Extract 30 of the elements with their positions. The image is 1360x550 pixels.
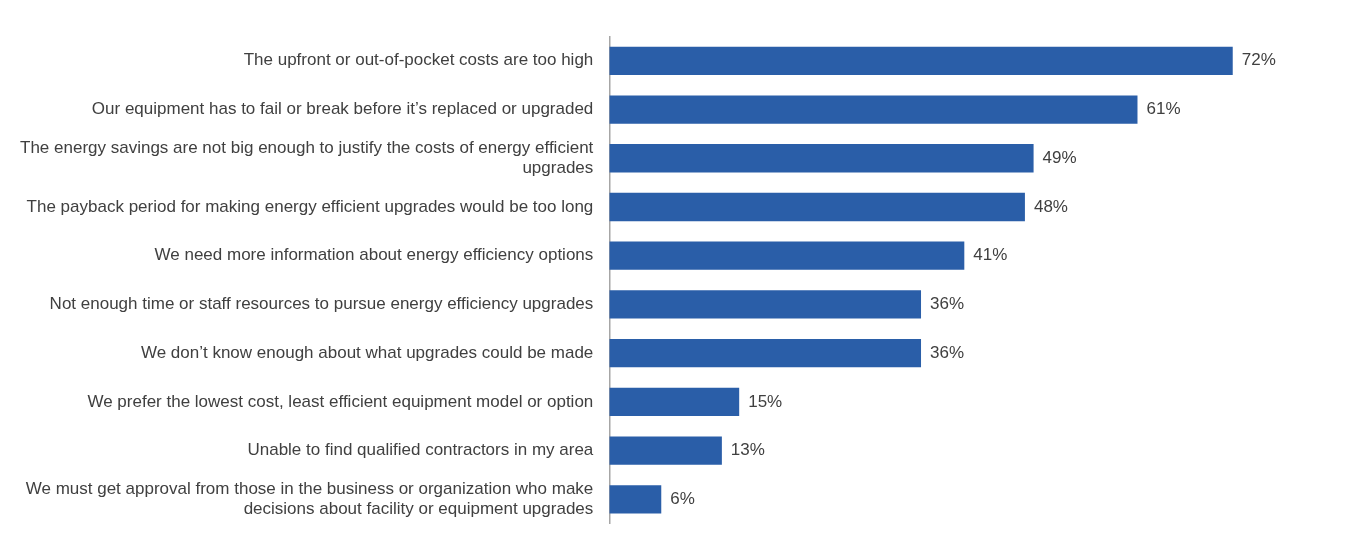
data-label: 72%: [1241, 50, 1276, 70]
bar: [609, 144, 1034, 173]
bar: [609, 485, 662, 514]
y-tick-label: The energy savings are not big enough to justify the costs of energy efficient upgrades: [20, 137, 594, 178]
bar: [609, 290, 922, 319]
y-tick-label: The upfront or out-of-pocket costs are too high: [243, 50, 594, 70]
bar: [609, 46, 1233, 75]
data-label: 6%: [670, 489, 695, 509]
data-label: 36%: [930, 342, 965, 362]
y-tick-label: Not enough time or staff resources to pursue energy efficiency upgrades: [49, 294, 594, 314]
bar: [609, 387, 740, 417]
data-label: 15%: [748, 391, 783, 411]
data-label: 36%: [930, 294, 965, 314]
bar: [609, 339, 922, 368]
y-tick-label: The payback period for making energy efficient upgrades would be too long: [26, 196, 594, 216]
data-label: 48%: [1033, 196, 1068, 216]
y-tick-label: Our equipment has to fail or break before it’s replaced or upgraded: [91, 99, 594, 119]
y-tick-label: We don’t know enough about what upgrades could be made: [140, 342, 594, 362]
y-tick-label: We prefer the lowest cost, least efficient equipment model or option: [87, 391, 594, 411]
y-tick-label: We must get approval from those in the business or organization who make decisions about facility or equipment upgrades: [25, 478, 594, 519]
y-tick-label: We need more information about energy efficiency options: [154, 245, 594, 265]
data-label: 49%: [1042, 147, 1077, 167]
bar: [609, 95, 1138, 124]
data-label: 41%: [973, 245, 1008, 265]
bar: [609, 436, 722, 465]
data-label: 61%: [1146, 99, 1181, 119]
bar: [609, 241, 965, 270]
data-label: 13%: [730, 440, 765, 460]
y-tick-label: Unable to find qualified contractors in my area: [247, 440, 594, 460]
bar: [609, 192, 1025, 222]
